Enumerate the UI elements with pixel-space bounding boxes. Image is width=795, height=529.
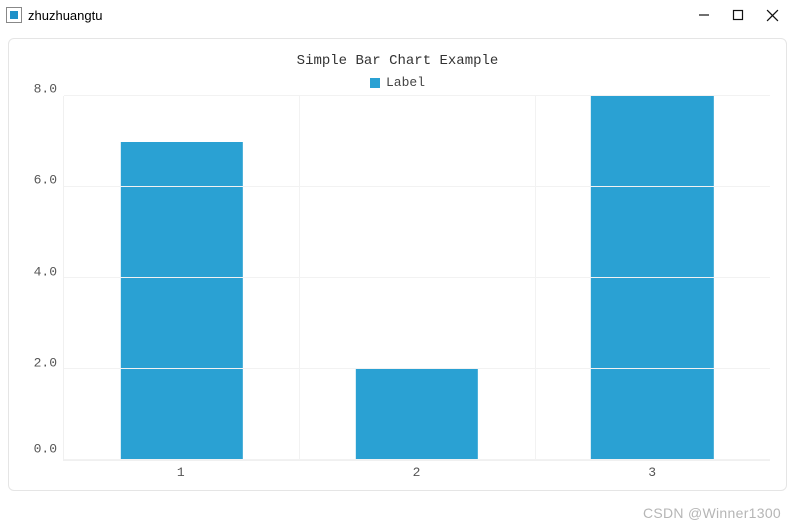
x-ticks: 123 [63, 465, 770, 480]
y-axis: 8.06.04.02.00.0 [25, 96, 63, 461]
plot-area: 8.06.04.02.00.0 [25, 96, 770, 461]
bars [64, 96, 770, 460]
window-controls [698, 9, 789, 22]
window-title: zhuzhuangtu [28, 8, 698, 23]
bar-slot [535, 96, 770, 460]
maximize-icon[interactable] [732, 9, 744, 22]
bar [591, 96, 713, 460]
gridline-vertical [299, 96, 300, 460]
chart-card: Simple Bar Chart Example Label 8.06.04.0… [8, 38, 787, 491]
x-axis: 123 [25, 465, 770, 480]
gridline-horizontal [64, 95, 770, 96]
gridline-horizontal [64, 186, 770, 187]
chart-legend: Label [25, 75, 770, 90]
watermark: CSDN @Winner1300 [643, 505, 781, 521]
bar-slot [64, 96, 299, 460]
app-icon [6, 7, 22, 23]
gridline-horizontal [64, 368, 770, 369]
bar-slot [299, 96, 534, 460]
x-tick: 1 [63, 465, 299, 480]
chart-title: Simple Bar Chart Example [25, 53, 770, 69]
legend-swatch [370, 78, 380, 88]
close-icon[interactable] [766, 9, 779, 22]
titlebar: zhuzhuangtu [0, 0, 795, 30]
bar [120, 142, 242, 461]
x-tick: 2 [299, 465, 535, 480]
gridline-horizontal [64, 277, 770, 278]
legend-label: Label [386, 75, 425, 90]
x-spacer [25, 465, 63, 480]
minimize-icon[interactable] [698, 9, 710, 22]
gridline-horizontal [64, 459, 770, 460]
plot [63, 96, 770, 461]
gridline-vertical [535, 96, 536, 460]
bar [356, 369, 478, 460]
x-tick: 3 [534, 465, 770, 480]
